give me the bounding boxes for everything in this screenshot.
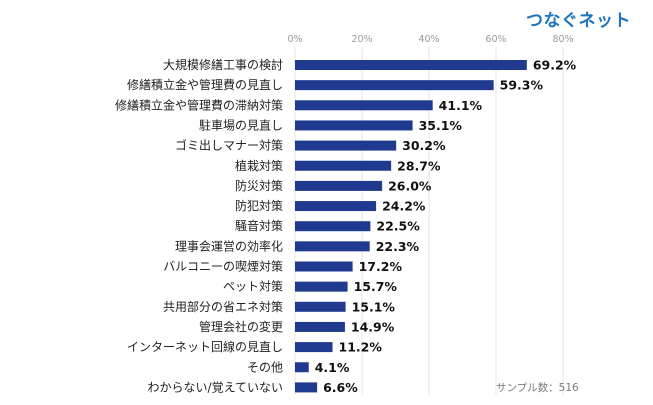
- category-labels: 大規模修繕工事の検討修繕積立金や管理費の見直し修繕積立金や管理費の滞納対策駐車場…: [115, 57, 283, 394]
- value-label: 15.1%: [352, 299, 396, 314]
- category-label: ペット対策: [223, 280, 283, 294]
- bar: [295, 342, 333, 353]
- value-label: 69.2%: [533, 58, 577, 73]
- category-label: バルコニーの喫煙対策: [163, 260, 283, 274]
- value-label: 41.1%: [439, 98, 483, 113]
- bar: [295, 120, 413, 131]
- category-label: 防犯対策: [235, 198, 283, 213]
- x-tick-label: 80%: [552, 34, 573, 45]
- category-label: 駐車場の見直し: [199, 117, 283, 132]
- value-label: 22.5%: [376, 219, 420, 234]
- value-label: 17.2%: [359, 259, 403, 274]
- value-label: 15.7%: [354, 279, 398, 294]
- value-label: 4.1%: [315, 360, 350, 375]
- value-label: 35.1%: [419, 118, 463, 133]
- x-tick-label: 40%: [418, 34, 439, 45]
- x-axis-ticks: 0% 20% 40% 60% 80%: [287, 34, 573, 45]
- category-label: その他: [247, 360, 283, 374]
- category-label: 管理会社の変更: [199, 319, 283, 334]
- sample-size-note: サンプル数：516: [496, 382, 579, 394]
- value-labels: 69.2% 59.3% 41.1% 35.1% 30.2% 28.7% 26.0% 24.2%…: [315, 58, 577, 395]
- category-label: 騒音対策: [235, 218, 283, 233]
- bar: [295, 180, 383, 191]
- x-tick-label: 60%: [485, 34, 506, 45]
- bar: [295, 382, 318, 393]
- bar: [295, 221, 371, 232]
- bar: [295, 160, 392, 171]
- category-label: わからない/覚えていない: [148, 380, 283, 394]
- value-label: 24.2%: [382, 199, 426, 214]
- bar: [295, 362, 309, 373]
- category-label: 修繕積立金や管理費の見直し: [127, 77, 283, 92]
- x-tick-label: 20%: [351, 34, 372, 45]
- x-tick-label: 0%: [287, 34, 302, 45]
- bar: [295, 321, 345, 332]
- bar: [295, 80, 494, 91]
- category-label: 防災対策: [235, 178, 283, 193]
- value-label: 11.2%: [339, 340, 383, 355]
- bars: [295, 60, 527, 393]
- bar: [295, 140, 397, 151]
- value-label: 22.3%: [376, 239, 420, 254]
- bar: [295, 241, 370, 252]
- bar: [295, 100, 433, 111]
- bar: [295, 281, 348, 292]
- value-label: 6.6%: [323, 380, 358, 395]
- category-label: 共用部分の省エネ対策: [163, 299, 283, 314]
- bar: [295, 201, 377, 212]
- value-label: 26.0%: [388, 178, 432, 193]
- grid-lines: [294, 47, 564, 395]
- category-label: ゴミ出しマナー対策: [175, 138, 283, 153]
- category-label: 理事会運営の効率化: [175, 238, 283, 253]
- category-label: 植栽対策: [235, 158, 283, 173]
- brand-logo: つなぐネット: [526, 11, 631, 31]
- category-label: 大規模修繕工事の検討: [163, 57, 283, 72]
- value-label: 28.7%: [397, 158, 441, 173]
- value-label: 14.9%: [351, 319, 395, 334]
- bar: [295, 301, 346, 312]
- category-label: インターネット回線の見直し: [127, 339, 283, 354]
- value-label: 59.3%: [500, 78, 544, 93]
- bar: [295, 261, 353, 272]
- category-label: 修繕積立金や管理費の滞納対策: [115, 97, 283, 112]
- value-label: 30.2%: [402, 138, 446, 153]
- bar: [295, 60, 527, 70]
